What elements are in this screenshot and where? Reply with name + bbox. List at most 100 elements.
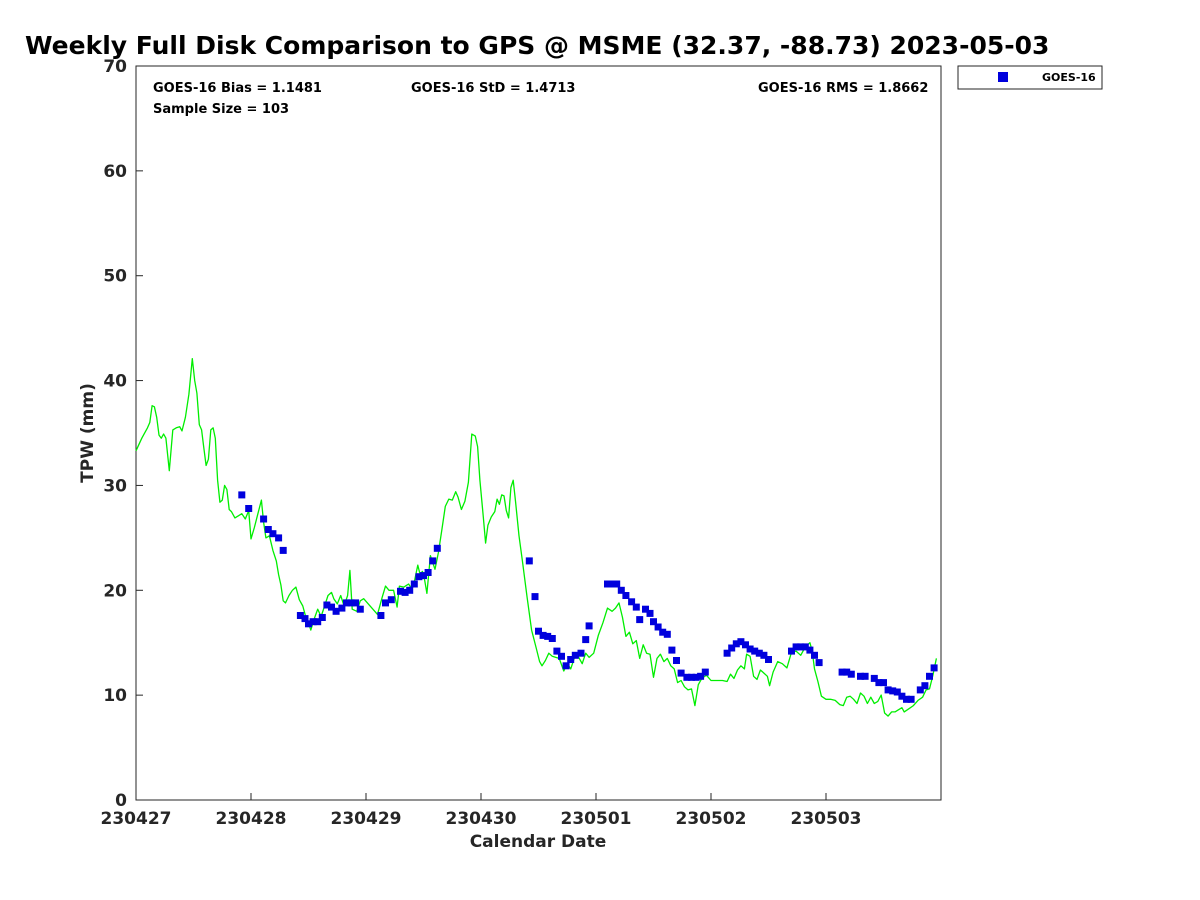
x-axis: 230427 230428 230429 230430 230501 230502 2305… <box>101 793 861 829</box>
goes-16-point <box>301 615 309 623</box>
goes-16-point <box>815 659 823 667</box>
goes-16-point <box>420 572 427 580</box>
goes-16-point <box>343 599 350 607</box>
x-tick-label: 230502 <box>676 809 747 829</box>
goes-16-point <box>323 601 331 609</box>
goes-16-point <box>636 616 644 624</box>
goes-16-point <box>613 580 621 588</box>
legend-label: GOES-16 <box>1042 71 1096 84</box>
goes-16-point <box>668 646 676 654</box>
goes-16-point <box>737 638 745 646</box>
goes-16-point <box>893 688 901 696</box>
goes-16-point <box>659 628 667 636</box>
goes-16-point <box>628 598 636 606</box>
goes-16-point <box>701 668 709 676</box>
goes-16-point <box>608 580 616 588</box>
goes-16-point <box>328 603 335 611</box>
goes-16-point <box>622 592 630 599</box>
goes-16-point <box>857 672 864 680</box>
goes-16-point <box>697 672 705 680</box>
goes-16-point <box>347 599 355 607</box>
goes-16-point <box>811 651 818 659</box>
goes-16-point <box>318 614 326 621</box>
goes-16-point <box>746 645 754 653</box>
goes-16-point <box>582 636 590 644</box>
goes-16-point <box>926 672 933 680</box>
y-tick-label: 60 <box>103 162 127 182</box>
y-tick-label: 40 <box>103 372 127 392</box>
goes-16-point <box>646 609 654 617</box>
goes-16-point <box>401 588 409 596</box>
goes-16-point <box>397 587 404 595</box>
goes-16-point <box>279 546 287 554</box>
goes-16-point <box>433 544 441 552</box>
goes-16-point <box>838 668 846 676</box>
chart-title: Weekly Full Disk Comparison to GPS @ MSM… <box>25 31 1049 60</box>
goes-16-point <box>539 631 547 639</box>
goes-16-point <box>245 505 253 512</box>
y-tick-label: 20 <box>103 581 127 601</box>
goes-16-point <box>558 652 565 660</box>
y-tick-label: 70 <box>103 57 127 77</box>
goes-16-point <box>238 491 246 499</box>
goes-16-point <box>382 599 389 607</box>
goes-16-point <box>429 557 437 565</box>
goes-16-point <box>531 593 539 601</box>
goes-16-point <box>916 686 924 694</box>
goes-16-point <box>723 649 731 657</box>
std-stat: GOES-16 StD = 1.4713 <box>411 81 575 96</box>
goes-16-point <box>760 651 768 659</box>
y-tick-label: 50 <box>103 267 127 287</box>
x-tick-label: 230429 <box>331 809 402 829</box>
legend-marker <box>998 72 1008 82</box>
goes-16-point <box>424 569 432 576</box>
goes-16-point <box>884 686 892 694</box>
goes-16-point <box>260 515 268 523</box>
goes-16-point <box>406 586 414 594</box>
gps-line <box>135 357 938 717</box>
goes-16-point <box>751 647 759 655</box>
goes-16-point <box>907 695 915 703</box>
goes-16-point <box>314 618 322 626</box>
goes-16-point <box>875 679 883 687</box>
goes-16-point <box>742 641 749 649</box>
y-tick-label: 0 <box>115 791 127 811</box>
x-tick-label: 230501 <box>561 809 632 829</box>
goes-16-point <box>843 668 851 676</box>
bias-stat: GOES-16 Bias = 1.1481 <box>153 81 322 96</box>
x-tick-label: 230427 <box>101 809 172 829</box>
goes-16-point <box>683 673 691 681</box>
goes-16-point <box>387 596 395 604</box>
goes-16-point <box>604 580 611 588</box>
x-tick-label: 230430 <box>446 809 517 829</box>
goes-16-point <box>801 643 809 651</box>
goes-16-point <box>788 647 795 655</box>
y-tick-label: 30 <box>103 476 127 496</box>
goes-16-point <box>861 672 869 680</box>
goes-16-point <box>415 573 423 581</box>
sample-size-stat: Sample Size = 103 <box>153 102 289 117</box>
goes-16-point <box>377 612 385 619</box>
goes-16-point <box>309 618 317 626</box>
goes-16-point <box>797 643 805 651</box>
goes-16-point <box>332 607 340 615</box>
legend: GOES-16 <box>957 65 1103 90</box>
goes-16-point <box>642 605 649 613</box>
goes-16-point <box>632 603 640 611</box>
goes-16-point <box>728 644 736 652</box>
goes-16-point <box>562 662 570 670</box>
goes-16-point <box>338 604 346 612</box>
gps-series <box>135 357 938 717</box>
y-axis-label: TPW (mm) <box>78 383 98 483</box>
goes-16-point <box>553 647 561 655</box>
goes-16-point <box>870 674 878 682</box>
goes-16-point <box>305 620 312 628</box>
x-axis-label: Calendar Date <box>470 832 607 852</box>
goes-16-point <box>571 651 579 659</box>
goes-16-point <box>692 673 700 681</box>
goes-16-point <box>356 605 364 613</box>
goes-16-point <box>525 557 533 565</box>
rms-stat: GOES-16 RMS = 1.8662 <box>758 81 928 96</box>
goes-16-point <box>847 670 855 678</box>
